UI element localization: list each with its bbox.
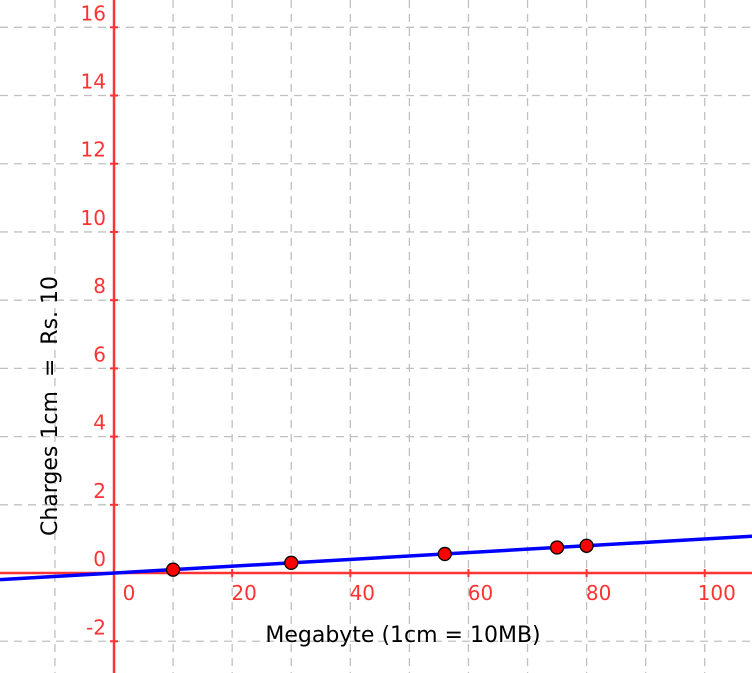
y-tick-label: 10 — [81, 206, 106, 230]
data-point — [165, 562, 181, 577]
x-tick-label: 0 — [123, 581, 136, 605]
x-tick-label: 60 — [468, 581, 493, 605]
y-tick-label: 6 — [93, 342, 106, 366]
y-tick-label: 4 — [93, 411, 106, 435]
x-axis-label: Megabyte (1cm = 10MB) — [265, 623, 540, 648]
data-point — [437, 546, 452, 562]
y-tick-label: 0 — [93, 547, 106, 571]
y-tick-label: -2 — [86, 615, 106, 639]
y-tick-label: 2 — [93, 479, 106, 503]
fit-line — [0, 534, 752, 582]
x-tick-label: 100 — [698, 581, 736, 605]
data-point — [579, 538, 594, 553]
y-tick-label: 14 — [81, 70, 106, 94]
y-tick-label: 16 — [81, 1, 106, 25]
y-axis-label: Charges 1cm = Rs. 10 — [38, 276, 63, 536]
data-point — [284, 555, 299, 570]
x-tick-label: 40 — [350, 581, 375, 605]
x-tick-label: 80 — [586, 581, 611, 605]
y-tick-label: 8 — [93, 274, 106, 298]
x-tick-label: 20 — [231, 581, 256, 605]
data-point — [549, 540, 565, 555]
y-tick-label: 12 — [81, 138, 106, 162]
